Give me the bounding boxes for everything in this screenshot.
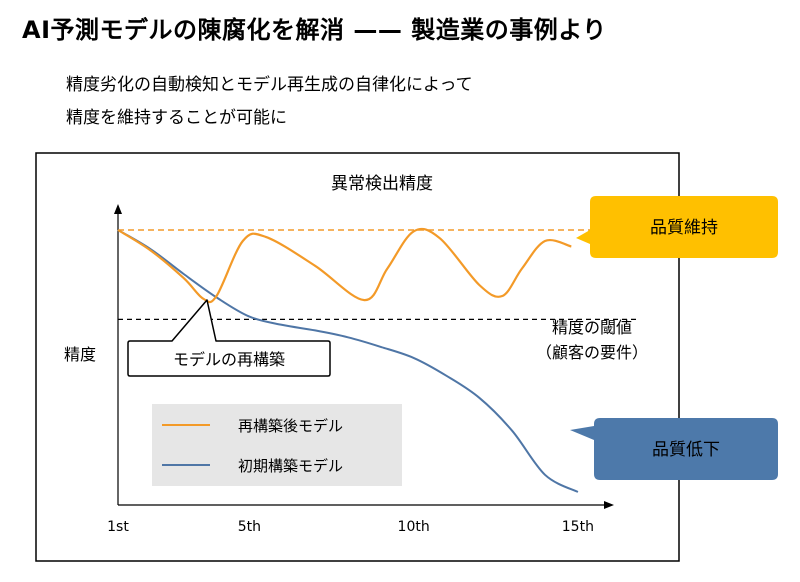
series-line-initial-model [117, 229, 579, 493]
legend-label-initial: 初期構築モデル [238, 457, 343, 475]
x-tick-label-15th: 15th [562, 519, 594, 535]
threshold-label-line-1: 精度の閾値 [552, 318, 632, 337]
subtitle-line-2: 精度を維持することが可能に [66, 108, 287, 128]
legend-box [152, 404, 402, 486]
page-title: AI予測モデルの陳腐化を解消 —— 製造業の事例より [22, 16, 607, 44]
x-tick-label-5th: 5th [238, 519, 261, 535]
rebuild-callout-text: モデルの再構築 [173, 350, 285, 369]
chart-frame [35, 152, 680, 562]
chart-title: 異常検出精度 [331, 174, 433, 194]
subtitle-line-1: 精度劣化の自動検知とモデル再生成の自律化によって [66, 75, 473, 95]
x-tick-label-1st: 1st [107, 519, 129, 535]
quality-degraded-text: 品質低下 [652, 440, 720, 460]
y-axis-arrow [114, 204, 122, 214]
quality-maintained-callout [576, 196, 778, 258]
x-tick-label-10th: 10th [398, 519, 430, 535]
y-axis-label: 精度 [64, 345, 96, 364]
x-axis-arrow [604, 501, 614, 509]
quality-maintained-text: 品質維持 [650, 218, 718, 238]
legend-label-rebuilt: 再構築後モデル [238, 417, 343, 435]
x-tick-labels: 1st 5th 10th 15th [107, 519, 594, 535]
rebuild-callout-box [127, 299, 331, 377]
series-line-rebuilt-model [117, 227, 572, 304]
threshold-label-line-2: （顧客の要件） [536, 343, 648, 362]
quality-degraded-callout [570, 418, 778, 480]
